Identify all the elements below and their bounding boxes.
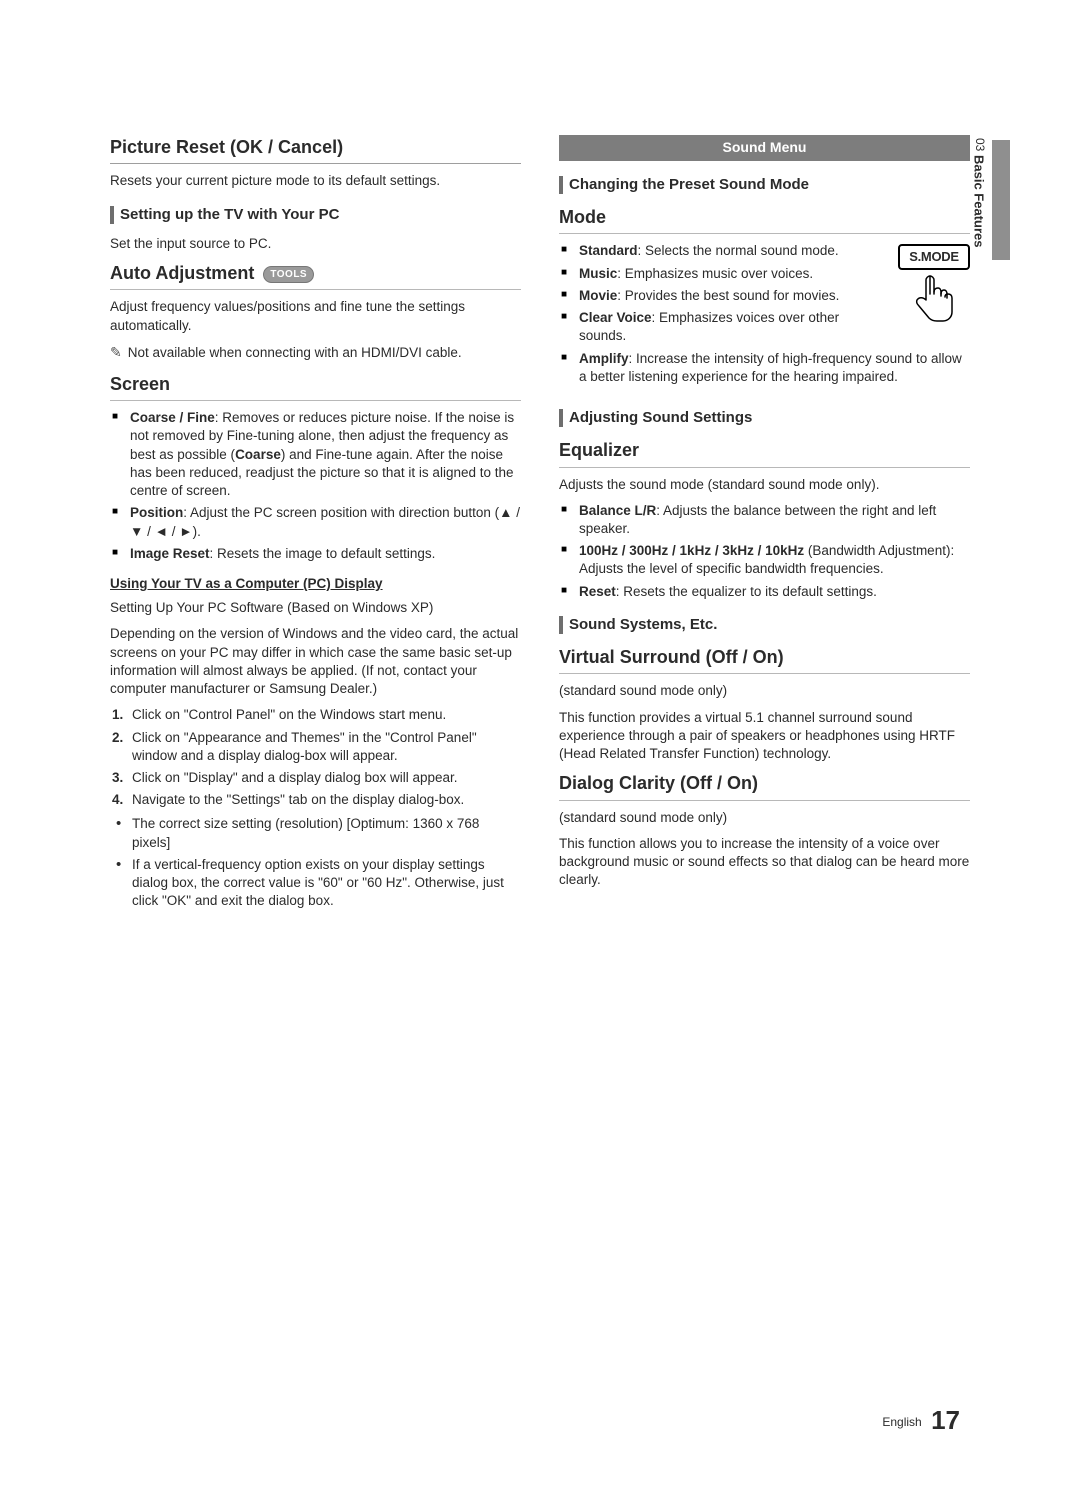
step: Navigate to the "Settings" tab on the di… [110,791,521,809]
heading-auto-adjustment: Auto Adjustment TOOLS [110,261,521,290]
text-pc-display-2: Depending on the version of Windows and … [110,625,521,698]
side-thumb-index [992,140,1010,260]
item-text: : Resets the equalizer to its default se… [616,584,877,599]
pc-setup-notes: The correct size setting (resolution) [O… [110,815,521,910]
text-pc-display-1: Setting Up Your PC Software (Based on Wi… [110,599,521,617]
subheading-sound-systems: Sound Systems, Etc. [559,615,970,635]
step: Click on "Control Panel" on the Windows … [110,706,521,724]
heading-dialog-clarity: Dialog Clarity (Off / On) [559,771,970,800]
pc-setup-steps: Click on "Control Panel" on the Windows … [110,706,521,809]
list-item: Reset: Resets the equalizer to its defau… [559,583,970,601]
subheading-adjusting-sound: Adjusting Sound Settings [559,408,970,428]
right-column: Sound Menu Changing the Preset Sound Mod… [559,135,970,918]
footer-language: English [882,1415,921,1429]
item-text: : Selects the normal sound mode. [638,243,839,258]
left-column: Picture Reset (OK / Cancel) Resets your … [110,135,521,918]
manual-page: 03 Basic Features Picture Reset (OK / Ca… [0,0,1080,1494]
list-item: 100Hz / 300Hz / 1kHz / 3kHz / 10kHz (Ban… [559,542,970,578]
subheading-preset-sound: Changing the Preset Sound Mode [559,175,970,195]
list-item: Music: Emphasizes music over voices. [559,265,970,283]
subheading-pc-display: Using Your TV as a Computer (PC) Display [110,575,521,593]
item-label: Position [130,505,183,520]
footer-page-number: 17 [931,1405,960,1435]
list-item: Balance L/R: Adjusts the balance between… [559,502,970,538]
page-footer: English 17 [882,1403,960,1438]
note-item: The correct size setting (resolution) [O… [110,815,521,851]
list-item: Standard: Selects the normal sound mode. [559,242,970,260]
text-setting-pc: Set the input source to PC. [110,235,521,253]
note-auto-adjustment: Not available when connecting with an HD… [110,343,521,362]
text-equalizer: Adjusts the sound mode (standard sound m… [559,476,970,494]
list-item: Image Reset: Resets the image to default… [110,545,521,563]
side-tab: 03 Basic Features [970,138,990,248]
text-dialog-2: This function allows you to increase the… [559,835,970,890]
item-label: Coarse / Fine [130,410,215,425]
heading-picture-reset: Picture Reset (OK / Cancel) [110,135,521,164]
item-text: : Resets the image to default settings. [210,546,436,561]
heading-equalizer: Equalizer [559,438,970,467]
item-bold-inline: Coarse [235,447,281,462]
item-label: Reset [579,584,616,599]
subheading-setting-pc: Setting up the TV with Your PC [110,205,521,225]
heading-virtual-surround: Virtual Surround (Off / On) [559,645,970,674]
list-item: Movie: Provides the best sound for movie… [559,287,970,305]
text-virtual-2: This function provides a virtual 5.1 cha… [559,709,970,764]
item-text: : Adjust the PC screen position with dir… [130,505,520,538]
list-item: Clear Voice: Emphasizes voices over othe… [559,309,970,345]
item-text: : Emphasizes music over voices. [617,266,813,281]
item-text: : Increase the intensity of high-frequen… [579,351,962,384]
item-label: Image Reset [130,546,210,561]
item-label: 100Hz / 300Hz / 1kHz / 3kHz / 10kHz [579,543,804,558]
screen-list: Coarse / Fine: Removes or reduces pictur… [110,409,521,563]
text-auto-adjustment: Adjust frequency values/positions and fi… [110,298,521,334]
item-label: Balance L/R [579,503,656,518]
equalizer-list: Balance L/R: Adjusts the balance between… [559,502,970,601]
text-picture-reset: Resets your current picture mode to its … [110,172,521,190]
heading-screen: Screen [110,372,521,401]
item-label: Clear Voice [579,310,652,325]
item-label: Music [579,266,617,281]
mode-list: Standard: Selects the normal sound mode.… [559,242,970,386]
step: Click on "Display" and a display dialog … [110,769,521,787]
note-item: If a vertical-frequency option exists on… [110,856,521,911]
list-item: Position: Adjust the PC screen position … [110,504,521,540]
mode-block: S.MODE Standard: Selects the normal soun… [559,242,970,394]
item-text: : Provides the best sound for movies. [617,288,839,303]
step: Click on "Appearance and Themes" in the … [110,729,521,765]
text-virtual-1: (standard sound mode only) [559,682,970,700]
item-label: Standard [579,243,638,258]
heading-mode: Mode [559,205,970,234]
item-label: Amplify [579,351,629,366]
list-item: Coarse / Fine: Removes or reduces pictur… [110,409,521,500]
heading-auto-adjustment-text: Auto Adjustment [110,263,254,283]
tools-badge-icon: TOOLS [263,266,314,284]
list-item: Amplify: Increase the intensity of high-… [559,350,970,386]
chapter-name: Basic Features [970,155,988,248]
item-label: Movie [579,288,617,303]
chapter-number: 03 [972,138,988,151]
section-banner-sound-menu: Sound Menu [559,135,970,161]
text-dialog-1: (standard sound mode only) [559,809,970,827]
content-columns: Picture Reset (OK / Cancel) Resets your … [110,135,970,918]
